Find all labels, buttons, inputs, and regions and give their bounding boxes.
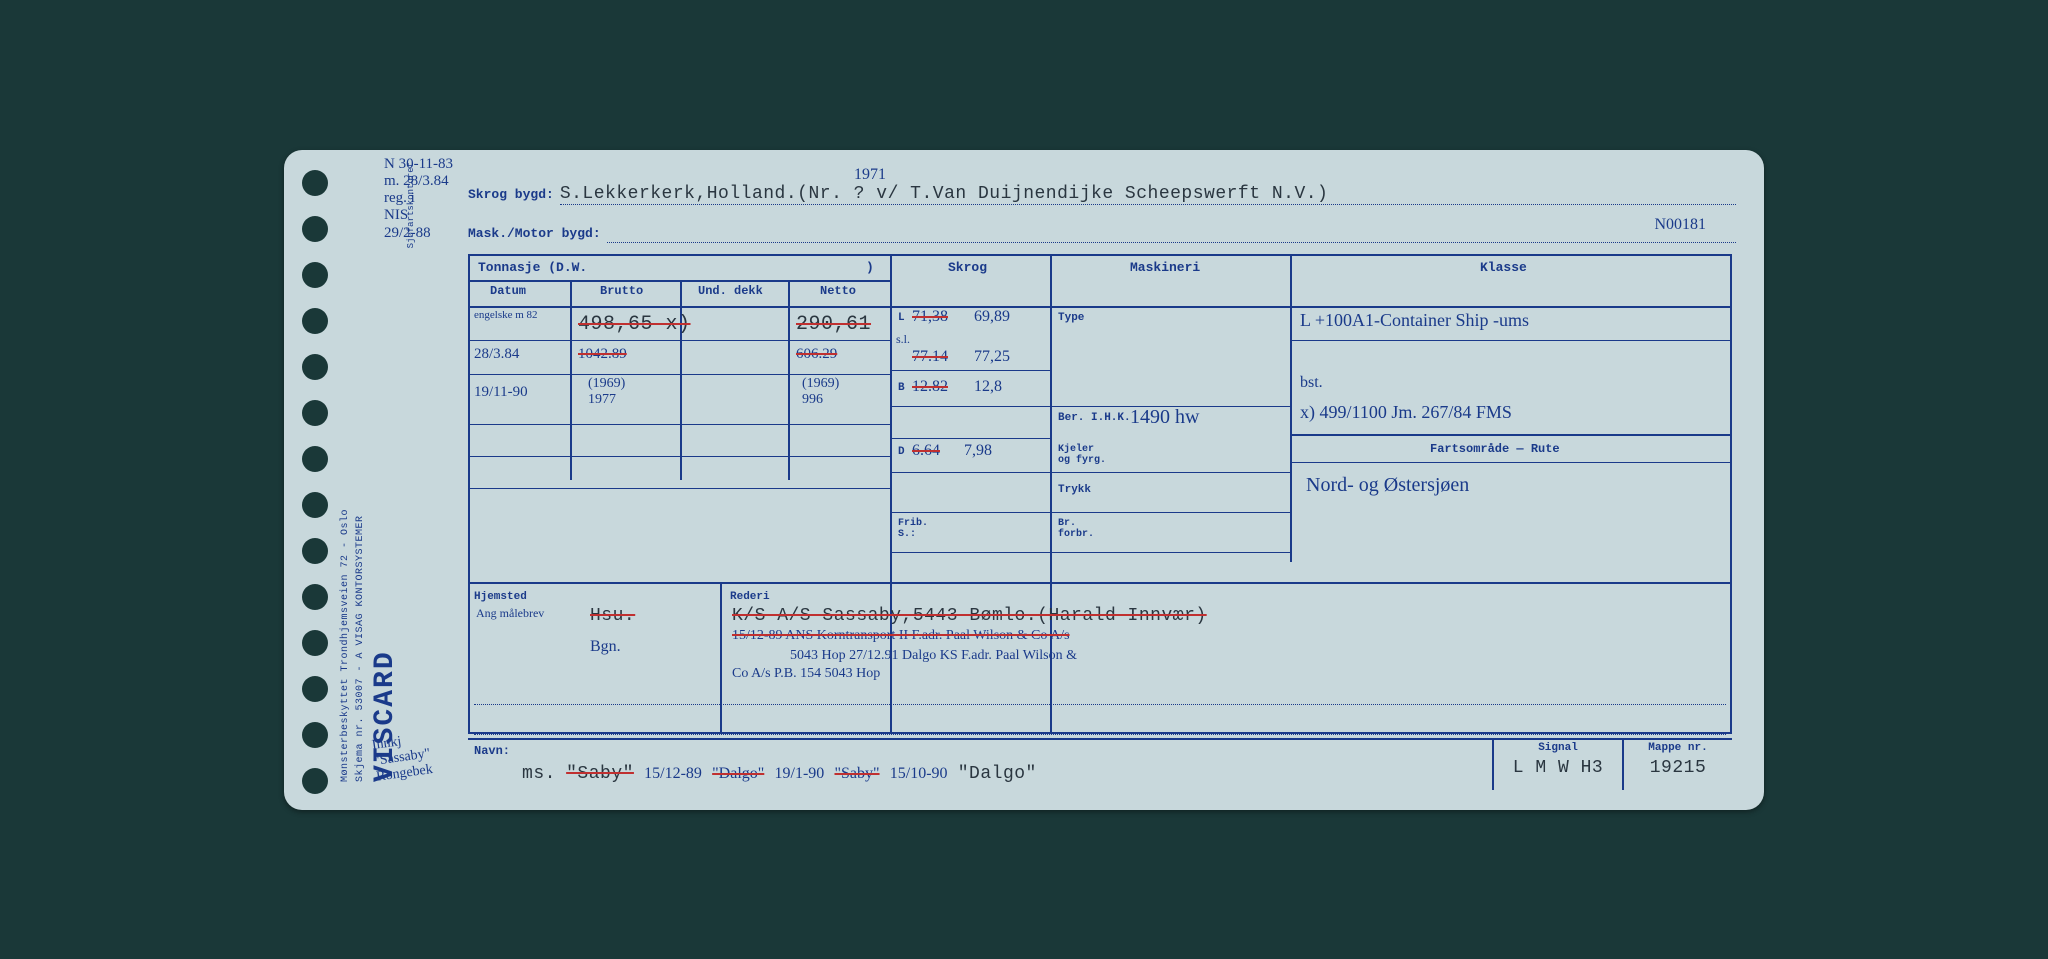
hjemsted-prefix: Ang målebrev xyxy=(476,606,544,621)
label-tonnasje: Tonnasje (D.W. xyxy=(478,260,587,275)
navn-1: "Saby" xyxy=(566,764,634,784)
col-netto: Netto xyxy=(820,284,856,298)
hole xyxy=(302,768,328,794)
value-fartsomrade: Nord- og Østersjøen xyxy=(1306,474,1469,497)
label-frib: Frib. S.: xyxy=(898,518,928,540)
brand-sidebar: Mønsterbeskyttet Trondhjemsveien 72 - Os… xyxy=(340,198,412,782)
label-kjeler: Kjeler og fyrg. xyxy=(1058,444,1106,466)
rederi-line-2: 15/12-89 ANS Korntransport II F.adr. Paa… xyxy=(732,628,1070,644)
label-skrog-bygd: Skrog bygd: xyxy=(468,187,554,202)
brand-line-2: Mønsterbeskyttet Trondhjemsveien 72 - Os… xyxy=(340,198,351,782)
card-main: 1971 Skrog bygd: S.Lekkerkerk,Holland.(N… xyxy=(424,170,1736,790)
hole xyxy=(302,354,328,380)
label-close-paren: ) xyxy=(866,260,874,275)
hjemsted-old: Hsu. xyxy=(590,606,635,626)
col-maskineri: Maskineri xyxy=(1130,260,1200,275)
label-hjemsted: Hjemsted xyxy=(474,591,527,603)
punch-holes xyxy=(302,170,328,794)
label-L: L xyxy=(898,312,905,324)
label-B: B xyxy=(898,382,905,394)
hole xyxy=(302,400,328,426)
cell-datum-1: 28/3.84 xyxy=(474,346,519,363)
col-und-dekk: Und. dekk xyxy=(698,284,763,298)
klasse-line-1: L +100A1-Container Ship -ums xyxy=(1300,310,1529,331)
navn-date-2: 19/1-90 xyxy=(775,765,825,782)
label-rederi: Rederi xyxy=(730,591,770,603)
hole xyxy=(302,170,328,196)
skrog-B-new: 12,8 xyxy=(974,378,1002,396)
klasse-line-2: bst. xyxy=(1300,374,1323,392)
hole xyxy=(302,446,328,472)
hole xyxy=(302,262,328,288)
hole xyxy=(302,308,328,334)
label-D: D xyxy=(898,446,905,458)
cell-brutto-2: (1969) 1977 xyxy=(588,376,625,408)
mask-ref-number: N00181 xyxy=(1654,216,1706,234)
data-frame: Tonnasje (D.W. ) Datum Brutto Und. dekk … xyxy=(468,254,1732,734)
skrog-B-old: 12.82 xyxy=(912,378,948,396)
row-mask-bygd: Mask./Motor bygd: xyxy=(468,224,1736,248)
mappe-box: Mappe nr. 19215 xyxy=(1622,740,1732,790)
hole xyxy=(302,676,328,702)
brand-line-1: Skjema nr. 53007 - A VISAG KONTORSYSTEME… xyxy=(355,198,366,782)
hole xyxy=(302,722,328,748)
skrog-sl-new: 77,25 xyxy=(974,348,1010,366)
hole xyxy=(302,216,328,242)
navn-date-1: 15/12-89 xyxy=(644,765,702,782)
cell-datum-2: 19/11-90 xyxy=(474,384,528,401)
label-mappe: Mappe nr. xyxy=(1632,742,1724,754)
skrog-L-new: 69,89 xyxy=(974,308,1010,326)
label-ber-ihk: Ber. I.H.K. xyxy=(1058,412,1131,424)
row-navn: Navn: ms. "Saby" 15/12-89 "Dalgo" 19/1-9… xyxy=(468,738,1732,790)
navn-content: ms. "Saby" 15/12-89 "Dalgo" 19/1-90 "Sab… xyxy=(522,746,1492,784)
label-trykk: Trykk xyxy=(1058,484,1091,496)
value-skrog-bygd: S.Lekkerkerk,Holland.(Nr. ? v/ T.Van Dui… xyxy=(560,184,1736,205)
year-handwritten: 1971 xyxy=(854,166,886,184)
rederi-line-4: Co A/s P.B. 154 5043 Hop xyxy=(732,666,880,682)
skrog-D-new: 7,98 xyxy=(964,442,992,460)
hole xyxy=(302,538,328,564)
row-skrog-bygd: Skrog bygd: S.Lekkerkerk,Holland.(Nr. ? … xyxy=(468,184,1736,208)
hole xyxy=(302,584,328,610)
label-type: Type xyxy=(1058,312,1084,324)
cell-netto-0: 290,61 xyxy=(796,313,871,336)
col-datum: Datum xyxy=(490,284,526,298)
klasse-line-3: x) 499/1100 Jm. 267/84 FMS xyxy=(1300,402,1512,423)
navn-prefix: ms. xyxy=(522,764,556,784)
hole xyxy=(302,492,328,518)
label-navn: Navn: xyxy=(474,744,510,758)
col-brutto: Brutto xyxy=(600,284,643,298)
value-signal: L M W H3 xyxy=(1502,758,1614,778)
col-klasse: Klasse xyxy=(1480,260,1527,275)
hjemsted-new: Bgn. xyxy=(590,638,621,656)
skrog-L-old: 71,38 xyxy=(912,308,948,326)
cell-brutto-0: 498,65 x) xyxy=(578,313,691,336)
skrog-sl-old: 77.14 xyxy=(912,348,948,366)
signal-box: Signal L M W H3 xyxy=(1492,740,1622,790)
navn-3: "Saby" xyxy=(834,765,879,782)
label-sl: s.l. xyxy=(896,332,910,347)
cell-netto-1: 606.29 xyxy=(796,346,837,363)
label-fartsomrade: Fartsområde — Rute xyxy=(1430,442,1560,456)
cell-datum-0: engelske m 82 xyxy=(474,310,538,321)
value-mask-bygd xyxy=(607,224,1736,243)
col-skrog: Skrog xyxy=(948,260,987,275)
rederi-line-3: 5043 Hop 27/12.91 Dalgo KS F.adr. Paal W… xyxy=(790,648,1077,664)
navn-date-3: 15/10-90 xyxy=(890,765,948,782)
brand-logo: VISCARD xyxy=(370,198,401,782)
hole xyxy=(302,630,328,656)
label-br-forbr: Br. forbr. xyxy=(1058,518,1094,540)
cell-netto-2: (1969) 996 xyxy=(802,376,839,408)
value-ber-ihk: 1490 hw xyxy=(1130,406,1199,429)
index-card: Mønsterbeskyttet Trondhjemsveien 72 - Os… xyxy=(284,150,1764,810)
navn-2: "Dalgo" xyxy=(712,765,764,782)
cell-brutto-1: 1042.89 xyxy=(578,346,627,363)
navn-4: "Dalgo" xyxy=(958,764,1037,784)
label-mask-bygd: Mask./Motor bygd: xyxy=(468,226,601,241)
skrog-D-old: 6.64 xyxy=(912,442,940,460)
rederi-line-1: K/S A/S Sassaby,5443 Bømlo.(Harald Innvæ… xyxy=(732,606,1207,626)
value-mappe: 19215 xyxy=(1632,758,1724,778)
label-signal: Signal xyxy=(1502,742,1614,754)
